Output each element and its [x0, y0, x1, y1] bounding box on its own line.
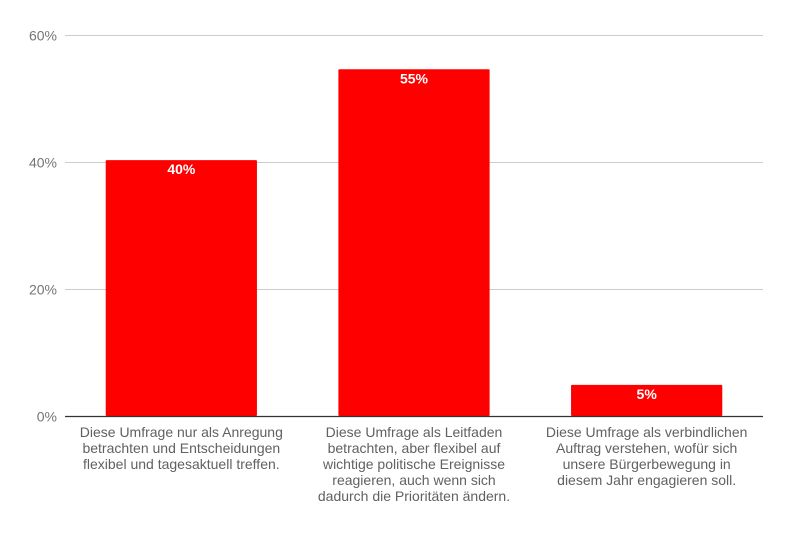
y-tick-label: 60%	[29, 28, 57, 44]
bar-data-labels: 40% 55% 5%	[167, 70, 657, 402]
y-tick-label: 20%	[29, 282, 57, 298]
bar	[338, 69, 490, 416]
bar-data-label: 55%	[400, 70, 429, 86]
y-axis-tick-labels: 0% 20% 40% 60%	[29, 28, 57, 425]
y-tick-label: 40%	[29, 155, 57, 171]
x-category-label: Diese Umfrage als verbindlichen Auftrag …	[545, 424, 748, 488]
bar	[571, 384, 723, 416]
x-category-label: Diese Umfrage als Leitfaden betrachten, …	[317, 424, 511, 504]
y-tick-label: 0%	[37, 409, 57, 425]
bar	[105, 160, 257, 416]
bars	[105, 69, 723, 416]
x-category-label: Diese Umfrage nur als Anregung betrachte…	[79, 424, 283, 472]
bar-data-label: 5%	[637, 386, 658, 402]
bar-data-label: 40%	[167, 161, 196, 177]
